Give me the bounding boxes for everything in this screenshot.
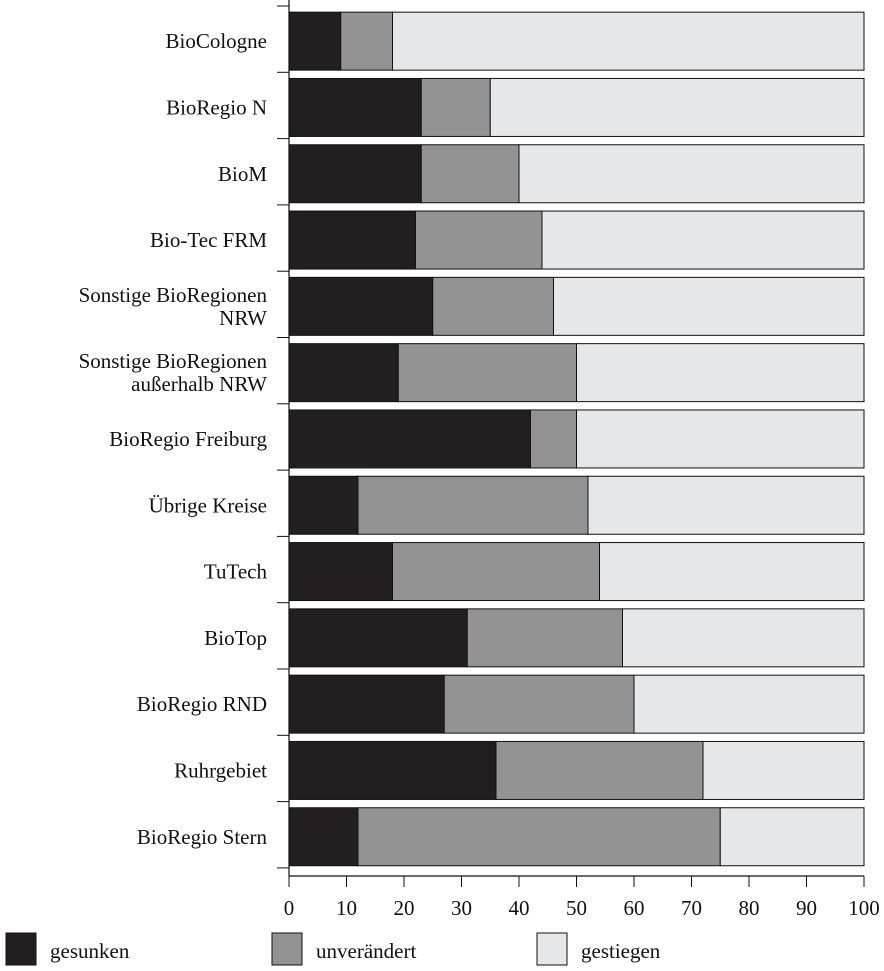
bar-segment-unverndert	[421, 78, 490, 136]
bar-segment-gesunken	[289, 78, 421, 136]
legend-swatch	[6, 933, 36, 965]
bars-layer	[289, 12, 864, 866]
category-label-line: BioTop	[204, 626, 267, 650]
bar-segment-gesunken	[289, 741, 496, 799]
bar-segment-gesunken	[289, 145, 421, 203]
category-label-line: BioRegio RND	[137, 692, 267, 716]
category-label: BioCologne	[165, 29, 267, 53]
legend-label: gesunken	[50, 939, 130, 963]
legend-item: gestiegen	[537, 933, 661, 965]
category-label-line: BioRegio Freiburg	[109, 427, 267, 451]
category-label-line: außerhalb NRW	[131, 372, 267, 396]
bar-segment-gestiegen	[393, 12, 865, 70]
category-label: Sonstige BioRegionen außerhalb NRW	[79, 349, 268, 396]
bar-segment-gestiegen	[519, 145, 864, 203]
bar-segment-gesunken	[289, 543, 393, 601]
category-label: Sonstige BioRegionen NRW	[79, 283, 268, 330]
bar-segment-gestiegen	[623, 609, 865, 667]
category-label: Bio-Tec FRM	[150, 228, 267, 252]
x-tick-label: 80	[739, 896, 760, 920]
bar-segment-gestiegen	[703, 741, 864, 799]
category-label-line: Sonstige BioRegionen	[79, 283, 268, 307]
bar-segment-gesunken	[289, 808, 358, 866]
legend-item: gesunken	[6, 933, 130, 965]
category-label: BioRegio N	[166, 95, 267, 119]
category-label-line: TuTech	[204, 560, 268, 584]
legend-item: unverändert	[272, 933, 416, 965]
legend-label: gestiegen	[581, 939, 661, 963]
category-label: BioRegio Freiburg	[109, 427, 267, 451]
x-tick-label: 70	[681, 896, 702, 920]
x-tick-label: 60	[624, 896, 645, 920]
x-tick-label: 50	[566, 896, 587, 920]
legend: gesunken unverändert gestiegen	[6, 933, 661, 965]
category-label-line: Ruhrgebiet	[174, 758, 267, 782]
bar-segment-gesunken	[289, 344, 398, 402]
bar-segment-gesunken	[289, 476, 358, 534]
bar-segment-gestiegen	[577, 410, 865, 468]
bar-segment-gestiegen	[554, 277, 865, 335]
x-tick-label: 10	[336, 896, 357, 920]
category-label-line: Bio-Tec FRM	[150, 228, 267, 252]
category-label-line: BioCologne	[165, 29, 267, 53]
bar-segment-gestiegen	[588, 476, 864, 534]
bar-segment-unverndert	[421, 145, 519, 203]
legend-swatch	[272, 933, 302, 965]
category-label-line: NRW	[219, 306, 267, 330]
bar-segment-unverndert	[496, 741, 703, 799]
category-label: BioTop	[204, 626, 267, 650]
bar-segment-gestiegen	[600, 543, 865, 601]
bar-segment-gesunken	[289, 12, 341, 70]
legend-swatch	[537, 933, 567, 965]
category-label: Übrige Kreise	[149, 493, 267, 517]
category-label-line: BioRegio Stern	[137, 825, 268, 849]
x-axis-ticks: 0 10 20 30 40 50 60 70 80 90 100	[284, 876, 880, 920]
bar-segment-unverndert	[444, 675, 634, 733]
bar-segment-unverndert	[531, 410, 577, 468]
category-label: BioM	[218, 162, 267, 186]
x-tick-label: 30	[451, 896, 472, 920]
bar-segment-unverndert	[416, 211, 543, 269]
category-label: BioRegio RND	[137, 692, 267, 716]
bar-segment-gestiegen	[490, 78, 864, 136]
bar-segment-unverndert	[393, 543, 600, 601]
bar-segment-gesunken	[289, 410, 531, 468]
category-label-line: BioM	[218, 162, 267, 186]
bar-segment-gestiegen	[720, 808, 864, 866]
category-label: TuTech	[204, 560, 268, 584]
x-tick-label: 90	[796, 896, 817, 920]
bar-segment-unverndert	[358, 808, 720, 866]
x-tick-label: 100	[848, 896, 880, 920]
category-label-line: Sonstige BioRegionen	[79, 349, 268, 373]
bar-segment-gestiegen	[577, 344, 865, 402]
category-label-line: Übrige Kreise	[149, 493, 267, 517]
bar-segment-gesunken	[289, 211, 416, 269]
bar-segment-gestiegen	[634, 675, 864, 733]
bar-segment-gesunken	[289, 675, 444, 733]
bar-segment-gesunken	[289, 277, 433, 335]
bar-segment-unverndert	[398, 344, 576, 402]
bar-segment-gestiegen	[542, 211, 864, 269]
category-label: Ruhrgebiet	[174, 758, 267, 782]
bar-segment-unverndert	[467, 609, 622, 667]
category-label-line: BioRegio N	[166, 95, 267, 119]
bar-segment-unverndert	[433, 277, 554, 335]
bar-segment-gesunken	[289, 609, 467, 667]
bar-segment-unverndert	[358, 476, 588, 534]
x-tick-label: 40	[509, 896, 530, 920]
category-label: BioRegio Stern	[137, 825, 268, 849]
x-tick-label: 20	[394, 896, 415, 920]
legend-label: unverändert	[316, 939, 416, 963]
x-tick-label: 0	[284, 896, 295, 920]
bar-segment-unverndert	[341, 12, 393, 70]
category-labels: BioCologne BioRegio N BioM Bio-Tec FRM Sonst…	[79, 29, 268, 849]
